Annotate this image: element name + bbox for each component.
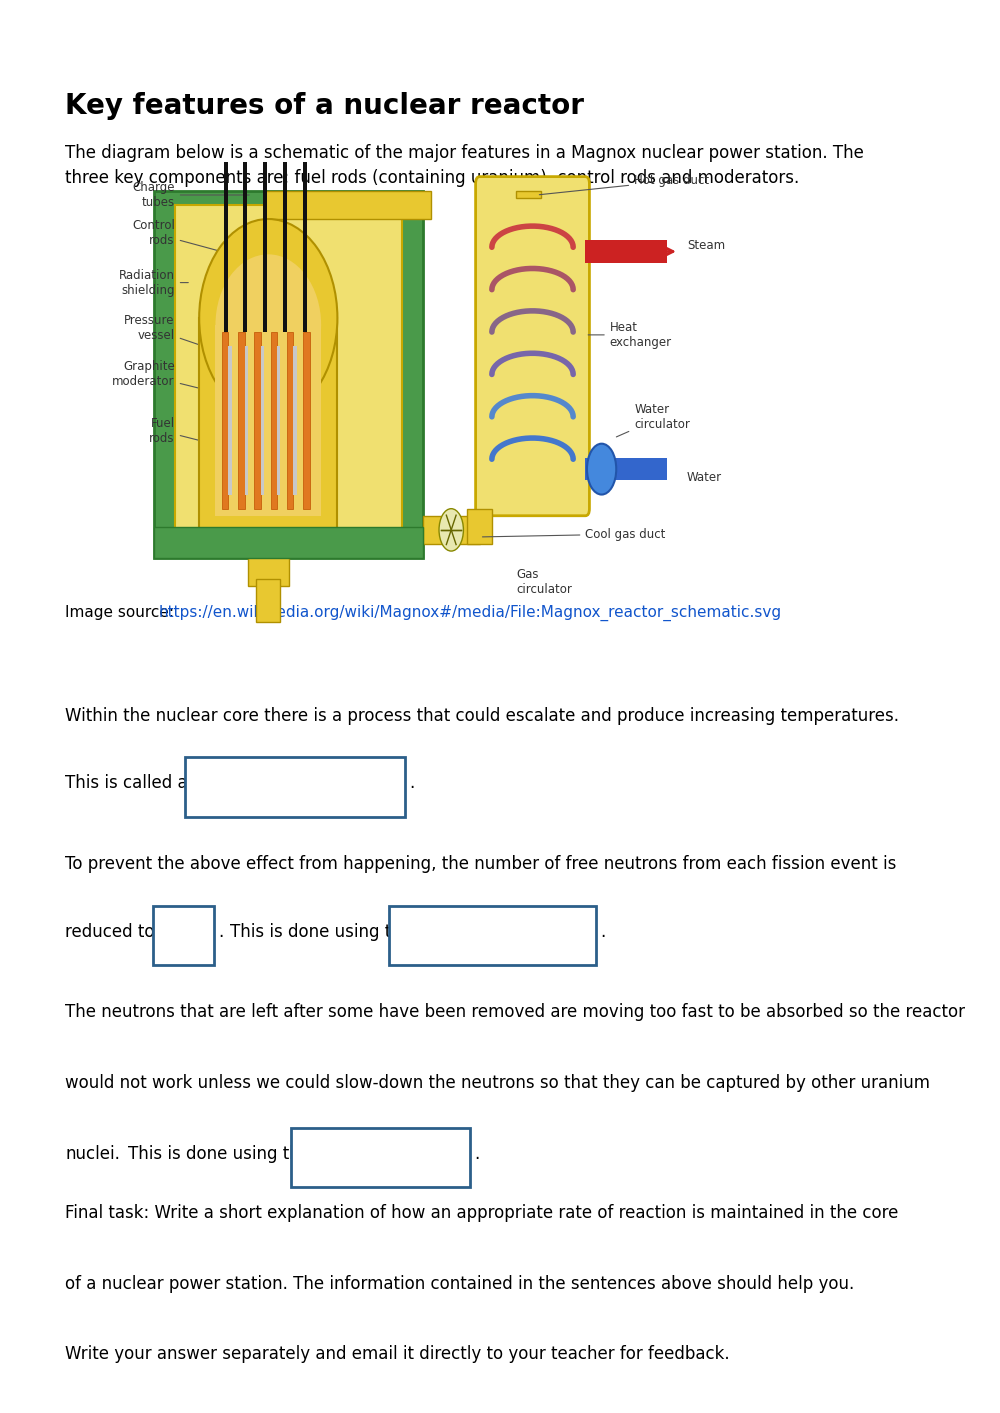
FancyBboxPatch shape bbox=[264, 191, 431, 219]
Text: reduced to: reduced to bbox=[65, 923, 155, 941]
FancyBboxPatch shape bbox=[303, 162, 307, 332]
Text: Gas
circulator: Gas circulator bbox=[516, 568, 572, 596]
FancyBboxPatch shape bbox=[256, 579, 280, 622]
Text: The neutrons that are left after some have been removed are moving too fast to b: The neutrons that are left after some ha… bbox=[65, 1003, 965, 1022]
Text: This is done using the: This is done using the bbox=[128, 1145, 310, 1163]
FancyBboxPatch shape bbox=[154, 191, 423, 558]
FancyBboxPatch shape bbox=[175, 205, 402, 530]
FancyBboxPatch shape bbox=[467, 509, 492, 544]
Text: Pressure
vessel: Pressure vessel bbox=[124, 314, 201, 345]
Circle shape bbox=[587, 444, 616, 495]
FancyBboxPatch shape bbox=[261, 346, 264, 495]
Text: Radiation
shielding: Radiation shielding bbox=[119, 268, 188, 297]
FancyBboxPatch shape bbox=[263, 162, 267, 332]
Text: Fuel
rods: Fuel rods bbox=[149, 417, 215, 445]
Text: Charge
tubes: Charge tubes bbox=[132, 181, 249, 209]
Text: Water
circulator: Water circulator bbox=[616, 403, 690, 437]
Text: of a nuclear power station. The information contained in the sentences above sho: of a nuclear power station. The informat… bbox=[65, 1275, 854, 1293]
Text: Water: Water bbox=[687, 471, 722, 485]
Text: Graphite
moderator: Graphite moderator bbox=[112, 360, 215, 393]
Text: Key features of a nuclear reactor: Key features of a nuclear reactor bbox=[65, 92, 584, 120]
Ellipse shape bbox=[215, 254, 321, 396]
FancyBboxPatch shape bbox=[277, 346, 280, 495]
FancyBboxPatch shape bbox=[585, 458, 667, 480]
FancyBboxPatch shape bbox=[243, 162, 247, 332]
Text: would not work unless we could slow-down the neutrons so that they can be captur: would not work unless we could slow-down… bbox=[65, 1074, 930, 1092]
FancyBboxPatch shape bbox=[291, 1128, 470, 1187]
FancyBboxPatch shape bbox=[283, 162, 287, 332]
Text: .: . bbox=[600, 923, 605, 941]
FancyBboxPatch shape bbox=[224, 162, 228, 332]
FancyBboxPatch shape bbox=[238, 332, 245, 509]
FancyBboxPatch shape bbox=[199, 318, 337, 530]
FancyBboxPatch shape bbox=[303, 332, 310, 509]
Text: Image source:: Image source: bbox=[65, 605, 179, 620]
Text: .: . bbox=[474, 1145, 479, 1163]
FancyBboxPatch shape bbox=[476, 177, 589, 516]
FancyBboxPatch shape bbox=[254, 332, 261, 509]
FancyBboxPatch shape bbox=[215, 325, 321, 516]
Text: Write your answer separately and email it directly to your teacher for feedback.: Write your answer separately and email i… bbox=[65, 1345, 730, 1364]
Text: Hot gas duct: Hot gas duct bbox=[539, 174, 709, 195]
FancyBboxPatch shape bbox=[585, 240, 667, 263]
FancyBboxPatch shape bbox=[287, 332, 293, 509]
Circle shape bbox=[439, 509, 463, 551]
Text: Cool gas duct: Cool gas duct bbox=[482, 527, 666, 541]
FancyBboxPatch shape bbox=[185, 757, 405, 817]
FancyBboxPatch shape bbox=[153, 906, 214, 965]
FancyBboxPatch shape bbox=[245, 346, 248, 495]
FancyBboxPatch shape bbox=[389, 906, 596, 965]
Text: Heat
exchanger: Heat exchanger bbox=[588, 321, 672, 349]
Ellipse shape bbox=[199, 219, 337, 417]
Text: Final task: Write a short explanation of how an appropriate rate of reaction is : Final task: Write a short explanation of… bbox=[65, 1204, 898, 1222]
Text: Control
rods: Control rods bbox=[132, 219, 229, 253]
Text: .: . bbox=[218, 923, 223, 941]
Text: Within the nuclear core there is a process that could escalate and produce incre: Within the nuclear core there is a proce… bbox=[65, 706, 899, 725]
Text: To prevent the above effect from happening, the number of free neutrons from eac: To prevent the above effect from happeni… bbox=[65, 855, 896, 873]
Text: Steam: Steam bbox=[687, 239, 725, 253]
FancyBboxPatch shape bbox=[248, 530, 289, 586]
Text: https://en.wikipedia.org/wiki/Magnox#/media/File:Magnox_reactor_schematic.svg: https://en.wikipedia.org/wiki/Magnox#/me… bbox=[159, 605, 782, 620]
FancyBboxPatch shape bbox=[423, 516, 480, 544]
FancyBboxPatch shape bbox=[516, 191, 541, 198]
Text: This is done using the: This is done using the bbox=[230, 923, 412, 941]
FancyBboxPatch shape bbox=[154, 527, 423, 558]
FancyBboxPatch shape bbox=[228, 346, 232, 495]
Text: This is called a: This is called a bbox=[65, 774, 188, 793]
FancyBboxPatch shape bbox=[293, 346, 297, 495]
Text: .: . bbox=[409, 774, 414, 793]
FancyBboxPatch shape bbox=[222, 332, 228, 509]
FancyBboxPatch shape bbox=[271, 332, 277, 509]
Text: nuclei.: nuclei. bbox=[65, 1145, 120, 1163]
Text: The diagram below is a schematic of the major features in a Magnox nuclear power: The diagram below is a schematic of the … bbox=[65, 144, 864, 187]
